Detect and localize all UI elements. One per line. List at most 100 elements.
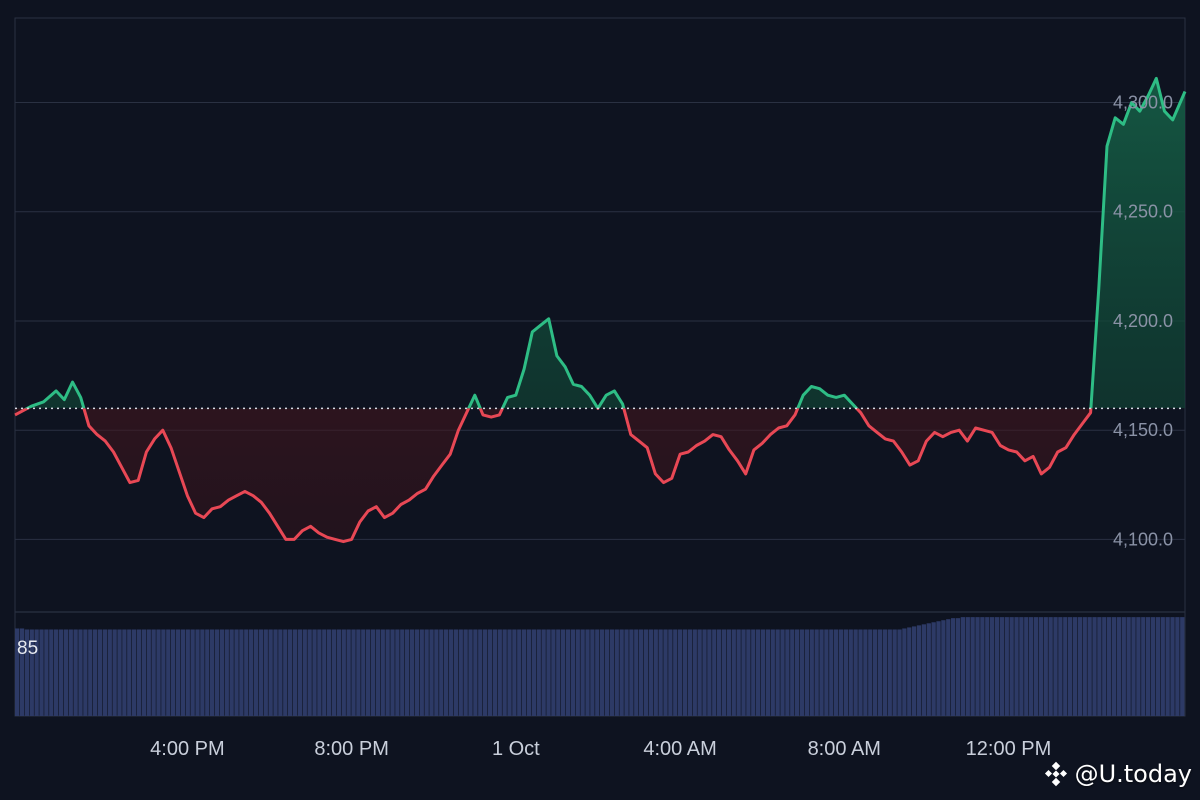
volume-bar xyxy=(439,629,444,716)
volume-bar xyxy=(1121,617,1126,716)
volume-bar xyxy=(858,629,863,716)
volume-bar xyxy=(219,629,225,716)
volume-bar xyxy=(351,629,356,716)
volume-bar xyxy=(54,629,59,716)
volume-bar xyxy=(536,629,541,716)
volume-bar xyxy=(434,629,439,716)
x-tick-label: 8:00 PM xyxy=(314,738,388,760)
volume-bar xyxy=(68,629,73,716)
volume-bar xyxy=(678,629,683,716)
volume-bar xyxy=(546,629,551,716)
volume-bar xyxy=(795,629,800,716)
volume-bar xyxy=(341,629,346,716)
volume-bar xyxy=(668,629,673,716)
volume-bar xyxy=(156,629,161,716)
volume-bar xyxy=(214,629,220,716)
volume-bar xyxy=(1160,617,1165,716)
volume-bar xyxy=(200,629,205,716)
volume-bar xyxy=(999,617,1005,716)
volume-bar xyxy=(643,629,649,716)
volume-bar xyxy=(975,617,980,716)
volume-bar xyxy=(707,629,712,716)
volume-bar xyxy=(409,629,415,716)
volume-bar xyxy=(161,629,166,716)
volume-bar xyxy=(151,629,156,716)
watermark: @U.today xyxy=(1043,760,1192,788)
volume-bar xyxy=(78,629,83,716)
volume-bar xyxy=(229,629,234,716)
volume-bar xyxy=(907,627,912,716)
volume-bar xyxy=(424,629,429,716)
volume-bar xyxy=(1077,617,1083,716)
volume-bar xyxy=(395,629,400,716)
volume-bar xyxy=(400,629,405,716)
volume-bar xyxy=(897,629,902,716)
volume-bar xyxy=(1072,617,1078,716)
volume-bar xyxy=(385,629,390,716)
volume-bar xyxy=(1165,617,1170,716)
volume-bar xyxy=(107,629,112,716)
volume-bar xyxy=(414,629,420,716)
volume-label: 85 xyxy=(17,638,38,659)
volume-bar xyxy=(658,629,663,716)
volume-bar xyxy=(541,629,546,716)
volume-bar xyxy=(1175,617,1180,716)
volume-bar xyxy=(556,629,561,716)
volume-bar xyxy=(127,629,132,716)
volume-bar xyxy=(263,629,268,716)
volume-bar xyxy=(483,629,488,716)
volume-bar xyxy=(955,618,961,716)
volume-bar xyxy=(322,629,327,716)
volume-bar xyxy=(921,624,927,716)
volume-bar xyxy=(93,629,98,716)
volume-bar xyxy=(146,629,151,716)
volume-bar xyxy=(770,629,775,716)
volume-bar xyxy=(190,629,195,716)
watermark-text: @U.today xyxy=(1074,760,1192,788)
volume-bar xyxy=(463,629,468,716)
volume-bar xyxy=(838,629,844,716)
volume-bar xyxy=(926,623,931,716)
volume-bar xyxy=(1126,617,1131,716)
volume-bar xyxy=(117,629,122,716)
volume-bars: 85 xyxy=(15,617,1185,716)
volume-bar xyxy=(687,629,693,716)
volume-bar xyxy=(258,629,264,716)
volume-bar xyxy=(682,629,688,716)
volume-bar xyxy=(132,629,137,716)
volume-bar xyxy=(1014,617,1019,716)
volume-bar xyxy=(843,629,849,716)
volume-bar xyxy=(702,629,707,716)
volume-bar xyxy=(760,629,766,716)
volume-bar xyxy=(1038,617,1044,716)
volume-bar xyxy=(673,629,678,716)
volume-bar xyxy=(1029,617,1034,716)
volume-bar xyxy=(366,629,371,716)
price-line xyxy=(14,76,1187,544)
volume-bar xyxy=(653,629,658,716)
volume-bar xyxy=(765,629,771,716)
volume-bar xyxy=(141,629,147,716)
volume-bar xyxy=(561,629,566,716)
volume-bar xyxy=(634,629,639,716)
grid xyxy=(14,17,1186,717)
volume-bar xyxy=(614,629,619,716)
volume-bar xyxy=(868,629,873,716)
volume-bar xyxy=(741,629,746,716)
volume-bar xyxy=(1087,617,1092,716)
volume-bar xyxy=(1063,617,1068,716)
volume-bar xyxy=(346,629,351,716)
y-tick-label: 4,150.0 xyxy=(1113,420,1173,440)
volume-bar xyxy=(1058,617,1063,716)
volume-bar xyxy=(468,629,473,716)
volume-bar xyxy=(1097,617,1102,716)
volume-bar xyxy=(946,619,951,716)
volume-bar xyxy=(1004,617,1009,716)
x-tick-label: 4:00 AM xyxy=(643,738,716,760)
volume-bar xyxy=(526,629,532,716)
volume-bar xyxy=(244,629,249,716)
volume-bar xyxy=(785,629,790,716)
volume-bar xyxy=(848,629,853,716)
y-tick-label: 4,300.0 xyxy=(1113,92,1173,112)
volume-bar xyxy=(327,629,332,716)
